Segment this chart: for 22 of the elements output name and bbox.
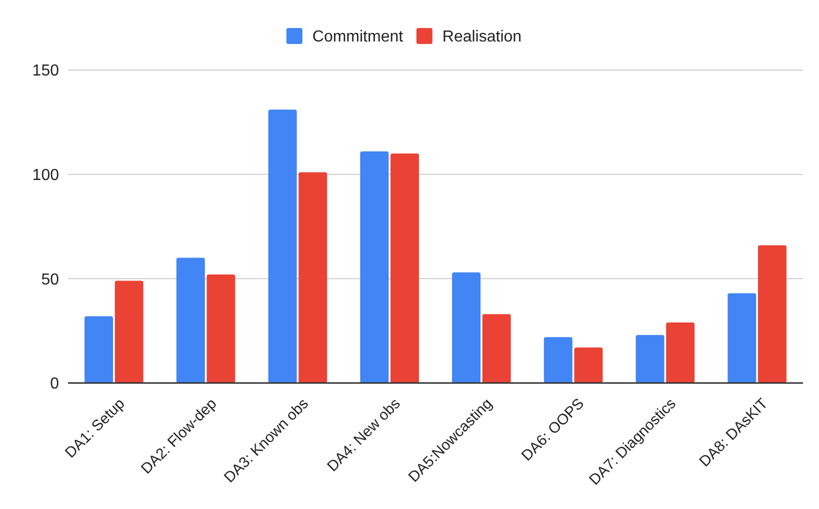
bar [360, 151, 389, 383]
y-tick-label: 150 [32, 62, 60, 80]
bar [758, 245, 786, 383]
bar [544, 337, 572, 383]
bar [206, 274, 236, 383]
bar [728, 293, 756, 383]
bar [574, 348, 603, 383]
y-tick-label: 0 [50, 376, 60, 393]
bar [114, 280, 144, 383]
bar [390, 153, 419, 383]
bar [176, 258, 205, 383]
bar [84, 316, 114, 383]
bar [636, 335, 664, 383]
bar [452, 272, 481, 383]
bar [298, 172, 328, 383]
y-tick-label: 100 [32, 166, 60, 184]
legend-label: Realisation [442, 28, 522, 46]
bar [268, 110, 297, 383]
legend-label: Commitment [312, 28, 404, 46]
y-tick-label: 50 [41, 271, 60, 288]
bar [666, 322, 695, 383]
bar [482, 314, 511, 383]
